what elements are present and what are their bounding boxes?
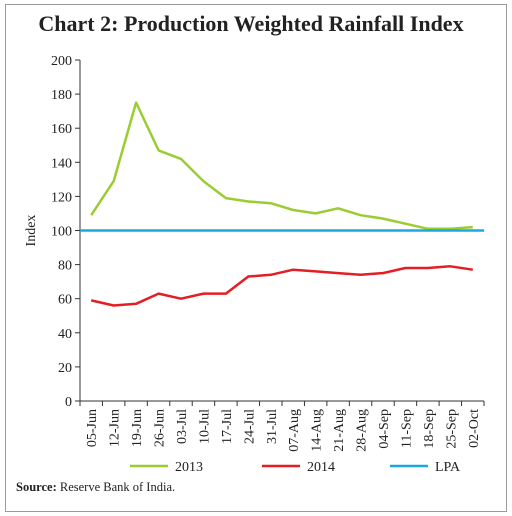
legend-label-2013: 2013 [175,460,203,475]
x-tick-label: 12-Jun [108,409,123,447]
x-tick-label: 17-Jul [220,409,235,444]
y-tick-label: 200 [51,54,72,69]
x-tick-label: 19-Jun [130,409,145,447]
x-tick-label: 18-Sep [422,409,437,449]
source-note: Source: Reserve Bank of India. [16,480,175,495]
x-tick-label: 28-Aug [355,409,370,452]
chart-title: Chart 2: Production Weighted Rainfall In… [38,11,464,36]
x-tick-label: 02-Oct [467,409,482,448]
series-line-2013 [90,101,473,231]
y-tick-label: 120 [51,190,72,205]
legend-label-2014: 2014 [307,460,335,475]
y-tick-label: 180 [51,88,72,103]
x-tick-label: 26-Jun [153,409,168,447]
x-tick-label: 04-Sep [377,409,392,449]
x-tick-label: 14-Aug [310,409,325,452]
source-label: Source: [16,480,57,494]
legend-label-lpa: LPA [435,460,461,475]
chart-legend: 2013 2014 LPA [130,460,461,475]
y-tick-label: 60 [58,293,72,308]
y-tick-label: 20 [58,361,72,376]
x-tick-label: 21-Aug [332,409,347,452]
y-tick-label: 80 [58,259,72,274]
chart-frame [5,4,507,512]
x-tick-label: 10-Jul [197,409,212,444]
x-tick-label: 03-Jul [175,409,190,444]
chart-axes: 0 20 40 60 80 100 120 140 160 180 200 05-Jun 12-Jun 1… [24,54,485,452]
y-tick-label: 160 [51,122,72,137]
x-tick-label: 05-Jun [85,409,100,447]
chart-series [80,101,484,307]
y-axis-label: Index [24,215,39,247]
y-tick-label: 40 [58,327,72,342]
series-line-2014 [90,265,473,307]
x-tick-label: 24-Jul [242,409,257,444]
y-tick-label: 140 [51,156,72,171]
x-tick-label: 07-Aug [287,409,302,452]
y-tick-label: 0 [65,395,72,410]
x-tick-label: 31-Jul [265,409,280,444]
x-tick-label: 25-Sep [444,409,459,449]
x-tick-label: 11-Sep [399,409,414,448]
y-tick-label: 100 [51,225,72,240]
source-text: Reserve Bank of India. [59,480,176,494]
